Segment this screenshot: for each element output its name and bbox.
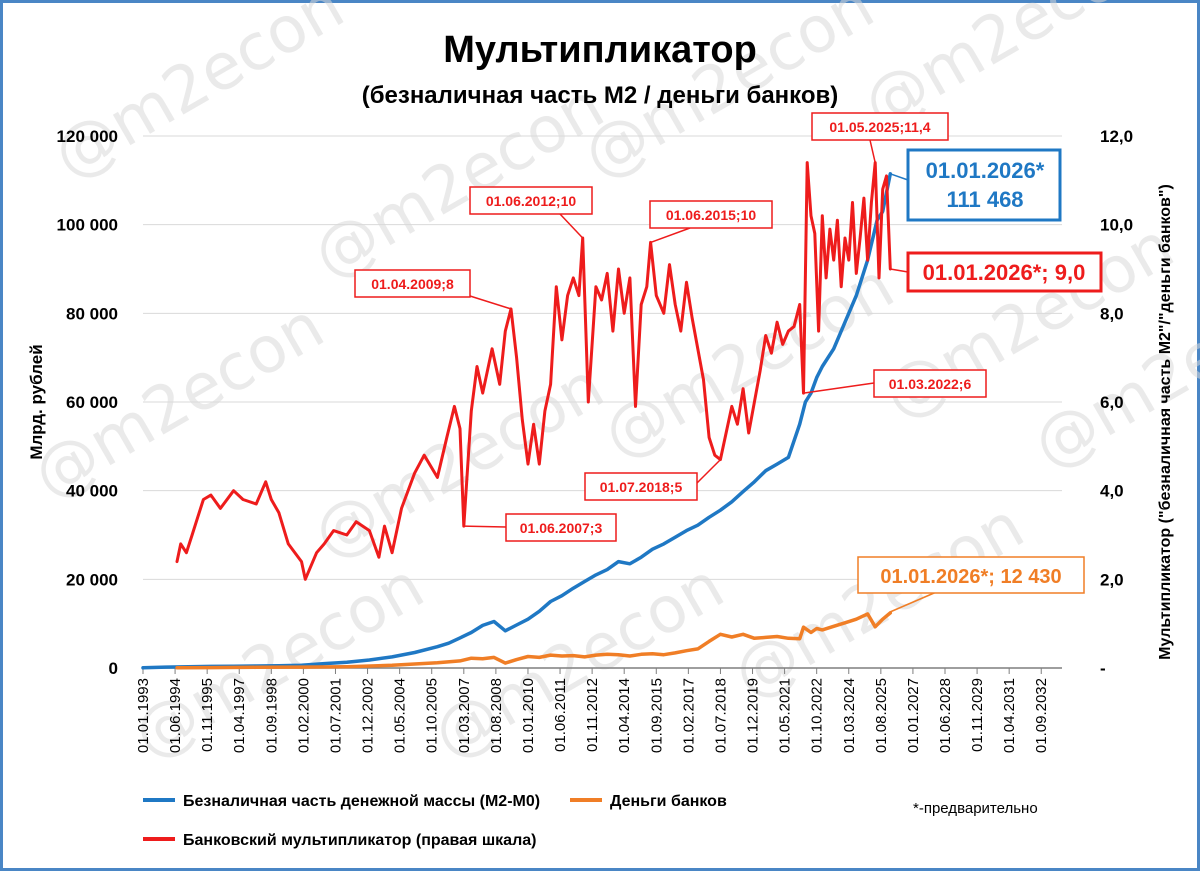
series-layer <box>141 161 893 670</box>
annotation-label-m2-end-date: 01.01.2026* <box>926 158 1045 183</box>
annotation-box-multiplier-end <box>906 251 1103 293</box>
annotation-leader <box>650 227 691 244</box>
series-line-bank-money <box>175 611 893 670</box>
x-tick-label: 01.01.2010 <box>520 678 537 753</box>
right-tick-label: 12,0 <box>1100 127 1133 146</box>
x-tick-label: 01.10.2005 <box>424 678 441 753</box>
x-tick-label: 01.11.2012 <box>584 678 601 752</box>
annotation-box <box>505 513 617 542</box>
annotation-label-bank-money: 01.01.2026*; 12 430 <box>880 566 1061 588</box>
x-tick-label: 01.01.1993 <box>135 678 152 753</box>
annotation-label: 01.07.2018;5 <box>600 479 683 495</box>
x-tick-label: 01.09.2032 <box>1033 678 1050 753</box>
right-tick-label: 2,0 <box>1100 570 1124 589</box>
annotation-box-bank-money <box>857 556 1085 594</box>
legend: Безналичная часть денежной массы (М2-М0)… <box>143 793 727 849</box>
x-tick-label: 01.12.2019 <box>745 678 762 753</box>
annotation-label: 01.05.2025;11,4 <box>829 119 930 135</box>
annotation-label: 01.03.2022;6 <box>889 376 972 392</box>
chart-title: Мультипликатор <box>443 29 757 71</box>
left-tick-label: 40 000 <box>66 482 118 501</box>
x-tick-label: 01.09.1998 <box>263 678 280 753</box>
chart-subtitle: (безналичная часть М2 / деньги банков) <box>362 82 839 109</box>
annotation-label: 01.06.2007;3 <box>520 520 603 536</box>
right-tick-label: 4,0 <box>1100 482 1124 501</box>
x-tick-label: 01.04.1997 <box>231 678 248 753</box>
watermark-text: @m2econ <box>41 0 356 194</box>
annotation-leader <box>469 295 512 310</box>
x-tick-label: 01.08.2008 <box>488 678 505 753</box>
x-tick-label: 01.05.2004 <box>392 678 409 753</box>
annotation-leader <box>803 382 875 394</box>
right-y-axis: - 2,0 4,0 6,0 8,0 10,0 12,0 <box>1100 127 1133 678</box>
watermark-layer: @m2econ@m2econ@m2econ@m2econ@m2econ@m2ec… <box>21 0 1200 774</box>
x-tick-label: 01.06.2028 <box>937 678 954 753</box>
y-axis-left-label: Млрд. рублей <box>27 344 46 459</box>
x-tick-label: 01.02.2017 <box>680 678 697 753</box>
annotation-leader <box>696 459 721 484</box>
x-tick-label: 01.05.2021 <box>777 678 794 753</box>
right-tick-label: 10,0 <box>1100 216 1133 235</box>
annotation-leader <box>869 139 876 163</box>
annotation-label: 01.06.2015;10 <box>666 207 757 223</box>
annotation-leader <box>463 525 507 528</box>
left-tick-label: 60 000 <box>66 393 118 412</box>
annotation-box <box>354 269 471 298</box>
legend-label-m2-m0: Безналичная часть денежной массы (М2-М0) <box>183 793 540 810</box>
annotation-box-m2-end <box>906 148 1062 222</box>
x-tick-label: 01.11.2029 <box>969 678 986 752</box>
x-tick-label: 01.11.1995 <box>199 678 216 752</box>
x-tick-label: 01.06.2011 <box>552 678 569 752</box>
left-tick-label: 100 000 <box>57 216 118 235</box>
annotation-label: 01.04.2009;8 <box>371 276 454 292</box>
left-tick-label: 0 <box>109 659 118 678</box>
annotation-box <box>811 112 949 141</box>
x-tick-label: 01.03.2024 <box>841 678 858 753</box>
x-tick-label: 01.04.2014 <box>616 678 633 753</box>
series-line-multiplier <box>175 161 892 581</box>
annotation-label-multiplier-end: 01.01.2026*; 9,0 <box>923 260 1086 285</box>
annotation-box <box>469 186 593 215</box>
x-tick-label: 01.03.2007 <box>456 678 473 753</box>
footnote: *-предварительно <box>913 800 1038 817</box>
annotation-box <box>584 472 698 501</box>
annotation-box <box>873 369 987 398</box>
annotation-leader <box>890 268 909 273</box>
annotation-box <box>649 200 773 229</box>
right-tick-label: - <box>1100 659 1106 678</box>
annotation-label: 01.06.2012;10 <box>486 193 577 209</box>
right-tick-label: 6,0 <box>1100 393 1124 412</box>
legend-label-multiplier: Банковский мультипликатор (правая шкала) <box>183 832 536 849</box>
x-tick-label: 01.07.2018 <box>712 678 729 753</box>
left-tick-label: 120 000 <box>57 127 118 146</box>
x-axis: 01.01.1993 01.06.1994 01.11.1995 01.04.1997… <box>135 667 1062 753</box>
annotation-leader <box>559 213 584 239</box>
x-tick-label: 01.09.2015 <box>648 678 665 753</box>
right-tick-label: 8,0 <box>1100 304 1124 323</box>
x-tick-label: 01.02.2000 <box>295 678 312 753</box>
x-tick-label: 01.07.2001 <box>327 678 344 753</box>
x-tick-label: 01.04.2031 <box>1001 678 1018 753</box>
x-tick-label: 01.01.2027 <box>905 678 922 753</box>
series-line-m2-m0 <box>141 172 893 670</box>
annotation-label-m2-end-value: 111 468 <box>946 187 1023 212</box>
annotation-leader <box>890 173 909 181</box>
x-tick-label: 01.12.2002 <box>360 678 377 753</box>
x-tick-label: 01.10.2022 <box>809 678 826 753</box>
left-tick-label: 80 000 <box>66 304 118 323</box>
x-tick-label: 01.08.2025 <box>873 678 890 753</box>
left-tick-label: 20 000 <box>66 570 118 589</box>
x-tick-label: 01.06.1994 <box>167 678 184 753</box>
left-y-axis: 0 20 000 40 000 60 000 80 000 100 000 120 000 <box>57 127 118 678</box>
y-axis-right-label: Мультипликатор ("безналичная часть М2"/"… <box>1157 184 1174 660</box>
legend-label-bank-money: Деньги банков <box>610 793 727 810</box>
annotations-layer: 01.06.2007;3 01.04.2009;8 01.06.2012;10 01.… <box>354 112 1103 613</box>
